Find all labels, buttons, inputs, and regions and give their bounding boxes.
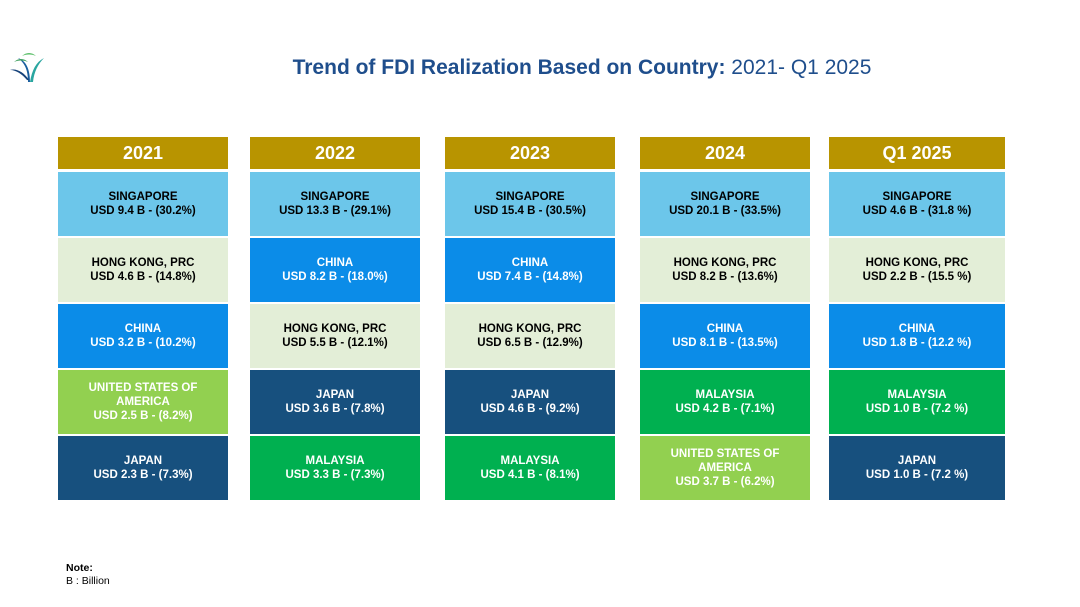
year-column: 2021 SINGAPORE USD 9.4 B - (30.2%) HONG KON… <box>58 137 228 502</box>
country-name: CHINA <box>316 257 354 269</box>
country-name: MALAYSIA <box>695 389 755 401</box>
country-name: UNITED STATES OF AMERICA <box>88 382 198 408</box>
investment-value: USD 2.5 B - (8.2%) <box>93 410 193 422</box>
investment-value: USD 1.8 B - (12.2 %) <box>862 337 972 349</box>
country-cell: MALAYSIA USD 4.1 B - (8.1%) <box>445 436 615 500</box>
footnote: Note: B : Billion <box>66 562 110 588</box>
country-cell: SINGAPORE USD 20.1 B - (33.5%) <box>640 172 810 236</box>
country-name: UNITED STATES OF AMERICA <box>670 448 780 474</box>
year-column: 2023 SINGAPORE USD 15.4 B - (30.5%) CHINA US… <box>445 137 615 502</box>
country-cell: MALAYSIA USD 4.2 B - (7.1%) <box>640 370 810 434</box>
investment-value: USD 1.0 B - (7.2 %) <box>865 403 969 415</box>
country-name: JAPAN <box>123 455 163 467</box>
country-name: MALAYSIA <box>305 455 365 467</box>
investment-value: USD 9.4 B - (30.2%) <box>90 205 196 217</box>
country-cell: CHINA USD 3.2 B - (10.2%) <box>58 304 228 368</box>
country-name: CHINA <box>511 257 549 269</box>
country-cell: JAPAN USD 2.3 B - (7.3%) <box>58 436 228 500</box>
country-cell: JAPAN USD 1.0 B - (7.2 %) <box>829 436 1005 500</box>
investment-value: USD 4.6 B - (14.8%) <box>90 271 196 283</box>
country-cell: UNITED STATES OF AMERICA USD 3.7 B - (6.2… <box>640 436 810 500</box>
investment-value: USD 4.1 B - (8.1%) <box>480 469 580 481</box>
country-name: HONG KONG, PRC <box>865 257 969 269</box>
investment-value: USD 7.4 B - (14.8%) <box>477 271 583 283</box>
country-cell: JAPAN USD 4.6 B - (9.2%) <box>445 370 615 434</box>
country-cell: SINGAPORE USD 15.4 B - (30.5%) <box>445 172 615 236</box>
country-cell: SINGAPORE USD 4.6 B - (31.8 %) <box>829 172 1005 236</box>
year-column: 2024 SINGAPORE USD 20.1 B - (33.5%) HONG KO… <box>640 137 810 502</box>
country-cell: HONG KONG, PRC USD 6.5 B - (12.9%) <box>445 304 615 368</box>
investment-value: USD 4.6 B - (31.8 %) <box>862 205 972 217</box>
investment-value: USD 20.1 B - (33.5%) <box>669 205 781 217</box>
investment-value: USD 15.4 B - (30.5%) <box>474 205 586 217</box>
country-cell: CHINA USD 8.1 B - (13.5%) <box>640 304 810 368</box>
investment-value: USD 3.3 B - (7.3%) <box>285 469 385 481</box>
year-header: 2022 <box>250 137 420 169</box>
note-text: B : Billion <box>66 575 110 587</box>
country-name: MALAYSIA <box>887 389 947 401</box>
investment-value: USD 3.2 B - (10.2%) <box>90 337 196 349</box>
investment-value: USD 3.6 B - (7.8%) <box>285 403 385 415</box>
investment-value: USD 8.2 B - (13.6%) <box>672 271 778 283</box>
country-cell: CHINA USD 7.4 B - (14.8%) <box>445 238 615 302</box>
note-title: Note: <box>66 562 93 574</box>
country-name: HONG KONG, PRC <box>283 323 387 335</box>
country-name: HONG KONG, PRC <box>478 323 582 335</box>
leaf-logo-icon <box>10 53 44 82</box>
country-cell: MALAYSIA USD 1.0 B - (7.2 %) <box>829 370 1005 434</box>
investment-value: USD 5.5 B - (12.1%) <box>282 337 388 349</box>
country-name: SINGAPORE <box>300 191 370 203</box>
title-period: 2021- Q1 2025 <box>731 56 872 79</box>
country-name: SINGAPORE <box>882 191 952 203</box>
year-header: 2021 <box>58 137 228 169</box>
country-cell: CHINA USD 1.8 B - (12.2 %) <box>829 304 1005 368</box>
year-header: Q1 2025 <box>829 137 1005 169</box>
country-cell: CHINA USD 8.2 B - (18.0%) <box>250 238 420 302</box>
country-cell: HONG KONG, PRC USD 5.5 B - (12.1%) <box>250 304 420 368</box>
investment-value: USD 1.0 B - (7.2 %) <box>865 469 969 481</box>
country-name: HONG KONG, PRC <box>91 257 195 269</box>
page-title: Trend of FDI Realization Based on Countr… <box>0 56 1080 80</box>
country-name: CHINA <box>898 323 936 335</box>
country-cell: UNITED STATES OF AMERICA USD 2.5 B - (8.2… <box>58 370 228 434</box>
country-cell: SINGAPORE USD 9.4 B - (30.2%) <box>58 172 228 236</box>
year-header: 2023 <box>445 137 615 169</box>
investment-value: USD 2.3 B - (7.3%) <box>93 469 193 481</box>
country-cell: JAPAN USD 3.6 B - (7.8%) <box>250 370 420 434</box>
investment-value: USD 4.2 B - (7.1%) <box>675 403 775 415</box>
country-name: SINGAPORE <box>495 191 565 203</box>
country-cell: MALAYSIA USD 3.3 B - (7.3%) <box>250 436 420 500</box>
investment-value: USD 2.2 B - (15.5 %) <box>862 271 972 283</box>
investment-value: USD 8.1 B - (13.5%) <box>672 337 778 349</box>
investment-value: USD 6.5 B - (12.9%) <box>477 337 583 349</box>
country-name: SINGAPORE <box>108 191 178 203</box>
country-cell: HONG KONG, PRC USD 4.6 B - (14.8%) <box>58 238 228 302</box>
investment-value: USD 13.3 B - (29.1%) <box>279 205 391 217</box>
country-name: HONG KONG, PRC <box>673 257 777 269</box>
country-name: SINGAPORE <box>690 191 760 203</box>
investment-value: USD 3.7 B - (6.2%) <box>675 476 775 488</box>
country-name: CHINA <box>124 323 162 335</box>
country-name: JAPAN <box>315 389 355 401</box>
country-cell: HONG KONG, PRC USD 2.2 B - (15.5 %) <box>829 238 1005 302</box>
title-main: Trend of FDI Realization Based on Countr… <box>292 56 726 79</box>
year-header: 2024 <box>640 137 810 169</box>
year-column: 2022 SINGAPORE USD 13.3 B - (29.1%) CHINA US… <box>250 137 420 502</box>
country-name: CHINA <box>706 323 744 335</box>
country-cell: HONG KONG, PRC USD 8.2 B - (13.6%) <box>640 238 810 302</box>
country-name: MALAYSIA <box>500 455 560 467</box>
country-cell: SINGAPORE USD 13.3 B - (29.1%) <box>250 172 420 236</box>
country-name: JAPAN <box>897 455 937 467</box>
country-name: JAPAN <box>510 389 550 401</box>
investment-value: USD 4.6 B - (9.2%) <box>480 403 580 415</box>
investment-value: USD 8.2 B - (18.0%) <box>282 271 388 283</box>
year-column: Q1 2025 SINGAPORE USD 4.6 B - (31.8 %) HONG… <box>829 137 1005 502</box>
